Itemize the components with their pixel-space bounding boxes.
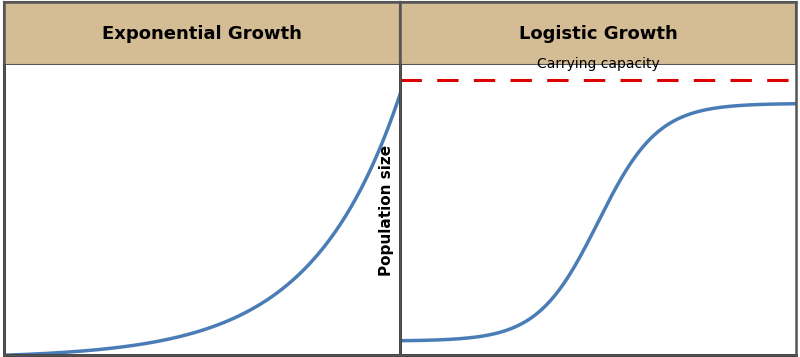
Text: Logistic Growth: Logistic Growth: [518, 25, 678, 42]
Text: Exponential Growth: Exponential Growth: [102, 25, 302, 42]
Y-axis label: Population size: Population size: [379, 145, 394, 276]
Text: Carrying capacity: Carrying capacity: [537, 57, 659, 71]
